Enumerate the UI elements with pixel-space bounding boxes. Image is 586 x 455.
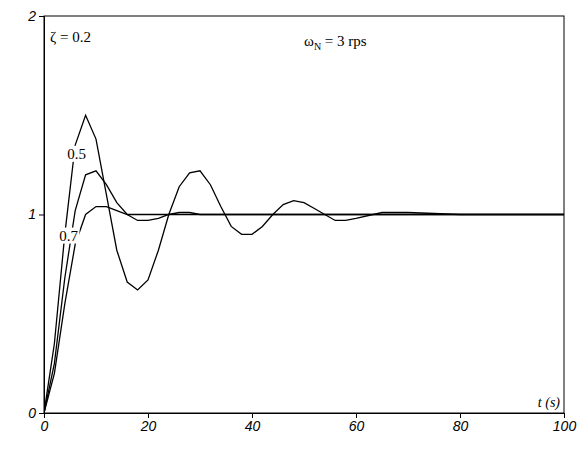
series-line [44, 115, 564, 413]
label-patch [49, 29, 92, 45]
x-tick: 60 [349, 413, 365, 434]
x-tick-label: 80 [453, 418, 469, 434]
y-axis: 0 1 2 [27, 8, 44, 421]
x-axis: 0 20 40 60 80 100 [41, 413, 577, 434]
x-tick-label: 100 [553, 418, 577, 434]
x-tick: 100 [553, 413, 577, 434]
series-label: 0.5 [67, 146, 86, 162]
y-tick-label: 0 [28, 405, 36, 421]
y-tick: 1 [28, 206, 44, 222]
y-tick: 0 [28, 405, 44, 421]
x-tick: 0 [41, 413, 49, 434]
y-axis-line [39, 17, 45, 414]
y-tick-mark [39, 413, 44, 414]
series-line [44, 207, 564, 413]
label-patch [58, 228, 79, 244]
series-labels: ζ = 0.2 0.5 0.7 [49, 29, 92, 244]
x-tick: 40 [245, 413, 261, 434]
x-tick-label: 40 [245, 418, 261, 434]
x-tick: 80 [453, 413, 469, 434]
x-tick: 20 [140, 413, 157, 434]
chart: 0 20 40 60 80 100 0 1 2 ωN = 3 rps t (s) ζ = 0.2 0.5… [0, 0, 586, 455]
annotation: ωN = 3 rps [304, 33, 367, 52]
plot-frame [44, 16, 564, 413]
series-label: 0.7 [59, 228, 78, 244]
y-tick: 2 [27, 8, 44, 24]
x-tick-label: 0 [41, 418, 49, 434]
lines-inner [44, 115, 564, 413]
plot: 0 20 40 60 80 100 0 1 2 ωN = 3 rps t (s) [27, 8, 576, 434]
x-axis-line [45, 414, 565, 419]
series-line [44, 171, 564, 413]
x-tick-label: 20 [140, 418, 157, 434]
lines [44, 115, 564, 413]
x-axis-title: t (s) [538, 395, 561, 411]
y-tick-label: 1 [28, 206, 36, 222]
series-label: ζ = 0.2 [50, 29, 91, 45]
label-patch [66, 146, 87, 162]
y-tick-label: 2 [27, 8, 36, 24]
y-tick-mark [39, 16, 44, 17]
y-tick-mark [39, 215, 44, 216]
x-tick-label: 60 [349, 418, 365, 434]
